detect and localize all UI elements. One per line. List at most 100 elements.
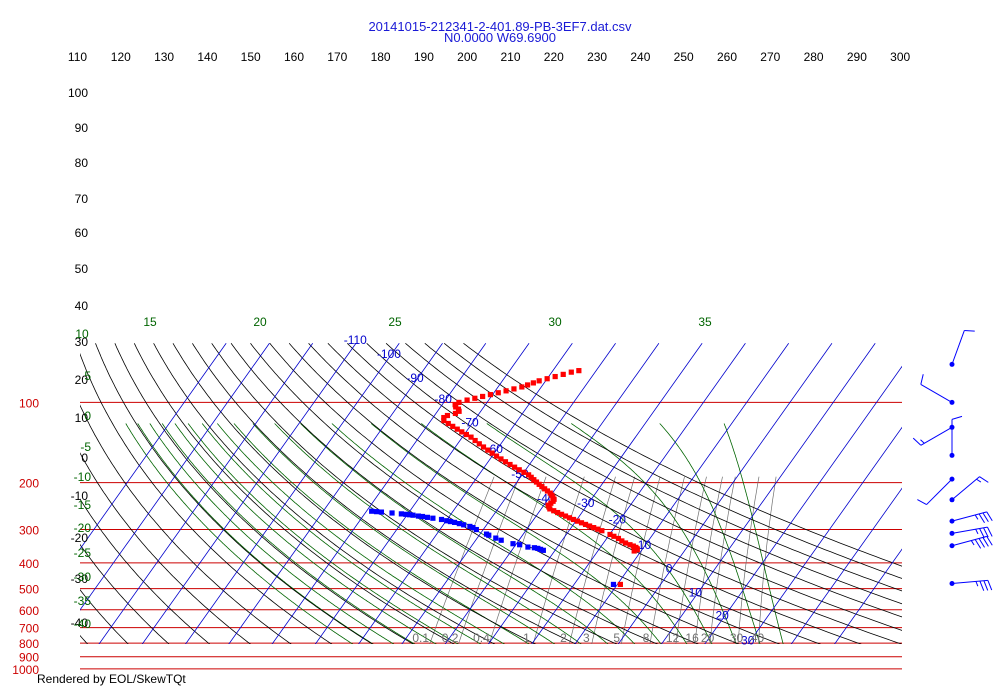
isobar-label: 100 — [19, 396, 39, 410]
moist-adiabat-label: -20 — [74, 521, 92, 535]
moist-adiabat-label: 30 — [548, 315, 562, 329]
dewpoint-point — [456, 521, 462, 527]
isotherm-line — [141, 343, 357, 644]
temperature-point — [615, 535, 622, 542]
dewpoint-point — [451, 519, 458, 525]
isotherm-line — [98, 343, 314, 644]
top-axis-tick-label: 180 — [371, 50, 391, 64]
dry-adiabat-label: -20 — [71, 531, 89, 545]
isotherm-label: -30 — [577, 496, 595, 510]
temperature-point — [450, 423, 456, 429]
dewpoint-point — [373, 509, 380, 515]
dry-adiabat-label: 80 — [75, 156, 89, 170]
temperature-point — [531, 477, 537, 483]
temperature-point — [476, 441, 482, 447]
temperature-point — [502, 459, 509, 465]
dewpoint-point — [461, 522, 467, 528]
temperature-point — [536, 481, 542, 487]
moist-adiabat-label: -35 — [74, 594, 92, 608]
moist-adiabat-label: -5 — [80, 440, 91, 454]
temperature-point — [464, 397, 470, 403]
dry-adiabat-line — [95, 343, 374, 644]
moist-adiabat-line — [149, 423, 395, 644]
temperature-point — [599, 528, 605, 534]
dry-adiabat-label: 40 — [75, 299, 89, 313]
moist-adiabat-label: 35 — [698, 315, 712, 329]
moist-adiabat-label: 0 — [84, 409, 91, 423]
temperature-point — [548, 500, 554, 506]
moist-adiabat-line — [187, 423, 459, 644]
temperature-point — [611, 533, 617, 539]
dewpoint-point — [525, 544, 531, 550]
moist-adiabat-line — [370, 423, 662, 644]
mixing-ratio-line — [675, 476, 707, 644]
moist-adiabat-label: 15 — [143, 315, 157, 329]
moist-adiabat-label: -30 — [74, 570, 92, 584]
temperature-point — [552, 373, 558, 380]
temperature-point — [634, 547, 640, 553]
temperature-point — [472, 395, 478, 401]
temperature-point — [489, 450, 495, 456]
wind-barb — [949, 415, 963, 458]
dewpoint-point — [438, 516, 445, 523]
temperature-point — [566, 515, 573, 521]
dry-adiabat-label: 10 — [75, 411, 89, 425]
isotherm-line — [834, 548, 902, 644]
temperature-point — [511, 386, 517, 392]
temperature-point — [631, 548, 637, 554]
top-axis-tick-label: 240 — [630, 50, 650, 64]
temperature-point — [578, 520, 585, 526]
isotherm-line — [314, 343, 530, 644]
temperature-point — [528, 474, 534, 480]
dewpoint-point — [444, 518, 450, 524]
isobar-label: 1000 — [12, 663, 39, 677]
isotherm-line — [271, 343, 487, 644]
top-axis-tick-label: 280 — [804, 50, 824, 64]
dewpoint-point — [610, 581, 617, 588]
dry-adiabat-line — [153, 343, 496, 644]
isotherm-line — [531, 343, 746, 644]
dry-adiabat-label: 0 — [81, 451, 88, 465]
mixing-ratio-label: 2 — [560, 631, 567, 645]
mixing-ratio-line — [591, 476, 636, 644]
temperature-point — [622, 540, 629, 546]
mixing-ratio-label: 30 — [730, 631, 744, 645]
mixing-ratio-label: 0.1 — [412, 631, 429, 645]
isobar-label: 300 — [19, 524, 39, 538]
moist-adiabat-line — [137, 423, 374, 644]
wind-barb — [949, 330, 975, 367]
temperature-point — [511, 464, 518, 470]
dry-adiabat-line — [172, 343, 536, 644]
isotherm-line — [661, 343, 876, 644]
temperature-point — [519, 384, 525, 390]
moist-adiabat-line — [659, 423, 761, 644]
dry-adiabat-label: 60 — [75, 226, 89, 240]
dewpoint-point — [473, 526, 479, 533]
mixing-ratio-label: 1 — [523, 631, 530, 645]
dewpoint-point — [430, 515, 436, 521]
dry-adiabat-line — [80, 589, 129, 644]
moist-adiabat-line — [274, 423, 582, 644]
dry-adiabat-line — [424, 342, 902, 592]
dewpoint-point — [510, 541, 516, 547]
isotherm-line — [185, 343, 400, 644]
wind-barb — [949, 526, 993, 539]
temperature-point — [542, 486, 548, 492]
temperature-point — [498, 456, 504, 462]
dry-adiabat-line — [269, 343, 740, 644]
top-axis-tick-label: 120 — [111, 50, 131, 64]
temperature-point — [441, 417, 447, 424]
isotherm-label: -100 — [377, 347, 401, 361]
temperature-point — [558, 511, 565, 517]
wind-barb — [917, 476, 955, 505]
top-axis-tick-label: 190 — [414, 50, 434, 64]
dewpoint-point — [493, 535, 499, 541]
top-axis-tick-label: 200 — [457, 50, 477, 64]
top-axis-tick-label: 260 — [717, 50, 737, 64]
mixing-ratio-line — [429, 476, 495, 644]
temperature-point — [617, 581, 623, 588]
isotherm-line — [617, 343, 833, 644]
dry-adiabat-line — [250, 343, 699, 644]
dry-adiabat-label: 30 — [75, 335, 89, 349]
